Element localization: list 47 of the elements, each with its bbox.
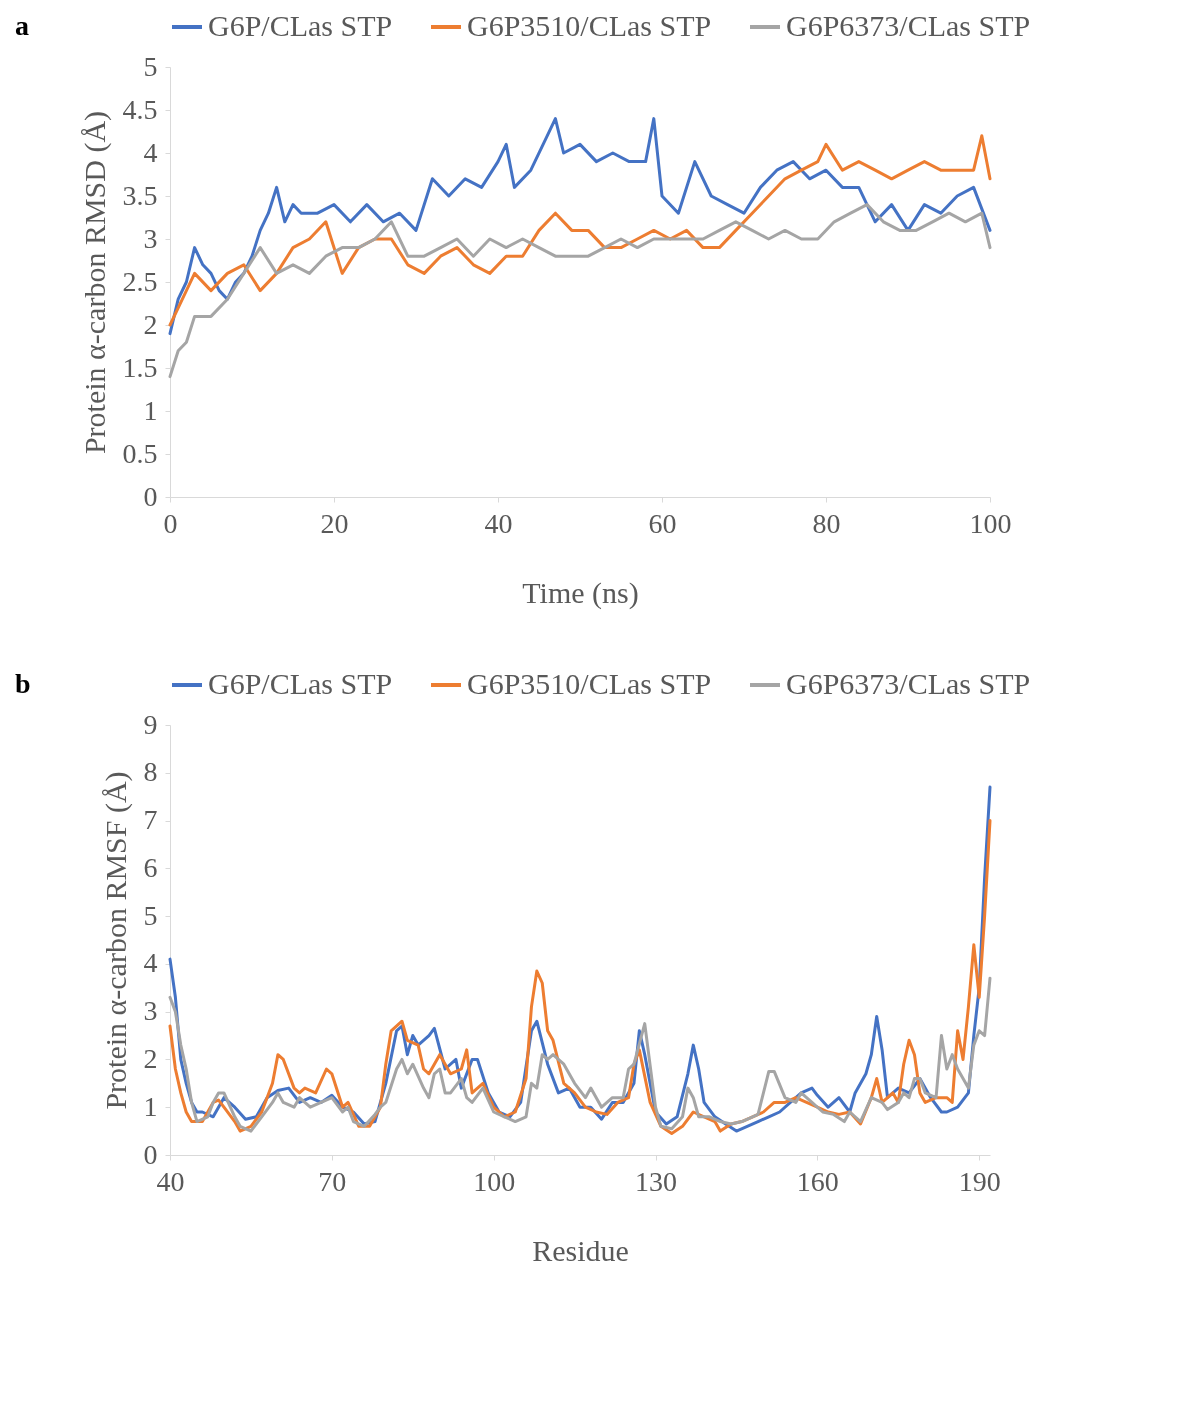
x-tick-label: 130	[635, 1165, 678, 1197]
x-axis-title: Time (ns)	[522, 575, 639, 610]
y-tick-label: 1	[143, 394, 158, 426]
y-axis-title: Protein α-carbon RMSD (Å)	[77, 110, 112, 455]
y-tick-label: 4	[143, 136, 158, 168]
y-tick-label: 1	[143, 1090, 158, 1122]
x-tick-label: 20	[320, 507, 349, 539]
y-tick-label: 2	[143, 1042, 158, 1074]
y-tick-label: 0	[143, 1138, 158, 1170]
y-tick-label: 3	[143, 222, 158, 254]
x-tick-label: 40	[484, 507, 513, 539]
legend-label: G6P3510/CLas STP	[467, 9, 712, 42]
y-tick-label: 6	[143, 851, 158, 883]
x-tick-label: 100	[969, 507, 1012, 539]
y-tick-label: 0	[143, 480, 158, 512]
y-tick-label: 1.5	[122, 351, 158, 383]
x-tick-label: 100	[473, 1165, 516, 1197]
x-tick-label: 160	[796, 1165, 839, 1197]
legend-label: G6P/CLas STP	[208, 9, 393, 42]
y-tick-label: 2.5	[122, 265, 158, 297]
y-tick-label: 3	[143, 995, 158, 1027]
line-series	[168, 203, 992, 379]
x-tick-label: 190	[958, 1165, 1001, 1197]
text: a	[15, 10, 29, 41]
text: b	[15, 668, 31, 699]
x-tick-label: 40	[156, 1165, 185, 1197]
line-series	[168, 976, 992, 1133]
legend-label: G6P6373/CLas STP	[786, 9, 1031, 42]
y-tick-label: 7	[143, 804, 158, 836]
x-axis-title: Residue	[532, 1233, 629, 1267]
y-tick-label: 4.5	[122, 93, 158, 125]
y-tick-label: 3.5	[122, 179, 158, 211]
y-tick-label: 2	[143, 308, 158, 340]
x-tick-label: 80	[812, 507, 841, 539]
x-tick-label: 60	[648, 507, 677, 539]
y-tick-label: 9	[143, 708, 158, 740]
y-tick-label: 5	[143, 50, 158, 82]
legend-label: G6P6373/CLas STP	[786, 667, 1031, 700]
y-axis-title: Protein α-carbon RMSF (Å)	[98, 771, 133, 1110]
x-tick-label: 0	[163, 507, 178, 539]
x-tick-label: 70	[318, 1165, 347, 1197]
legend-label: G6P3510/CLas STP	[467, 667, 712, 700]
y-tick-label: 0.5	[122, 437, 158, 469]
y-tick-label: 8	[143, 756, 158, 788]
y-tick-label: 5	[143, 899, 158, 931]
legend-label: G6P/CLas STP	[208, 667, 393, 700]
y-tick-label: 4	[143, 947, 158, 979]
